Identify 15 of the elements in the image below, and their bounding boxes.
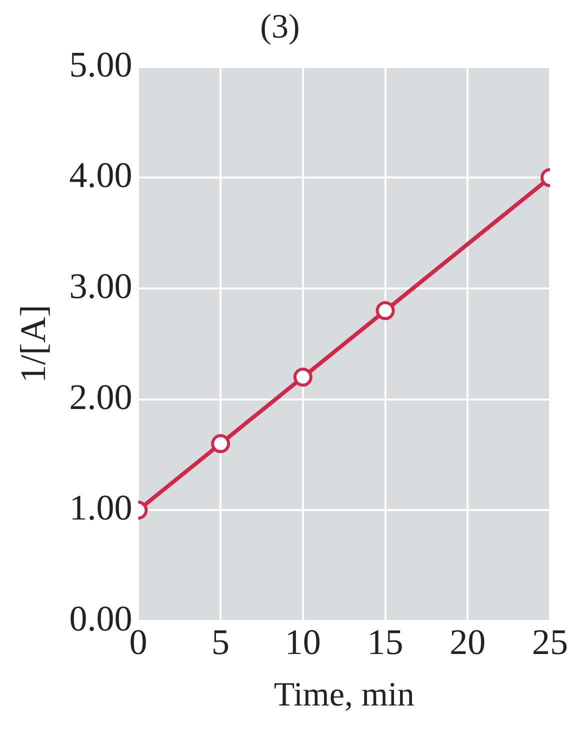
y-tick-label: 2.00 (69, 376, 132, 417)
point (376, 301, 395, 320)
x-tick-label: 15 (367, 622, 404, 662)
y-tick-label: 5.00 (69, 44, 132, 84)
point (293, 368, 312, 387)
y-tick-label: 1.00 (69, 488, 132, 528)
x-tick-label: 25 (532, 622, 568, 662)
chart-title: (3) (260, 8, 300, 46)
y-tick-label: 4.00 (69, 155, 132, 196)
x-tick-label: 10 (284, 622, 321, 662)
x-tick-label: 20 (450, 622, 486, 662)
y-tick-label: 3.00 (69, 266, 132, 306)
x-axis-title: Time, min (274, 676, 414, 714)
x-tick-label: 5 (212, 622, 230, 662)
y-axis-title: 1/[A] (13, 304, 54, 383)
